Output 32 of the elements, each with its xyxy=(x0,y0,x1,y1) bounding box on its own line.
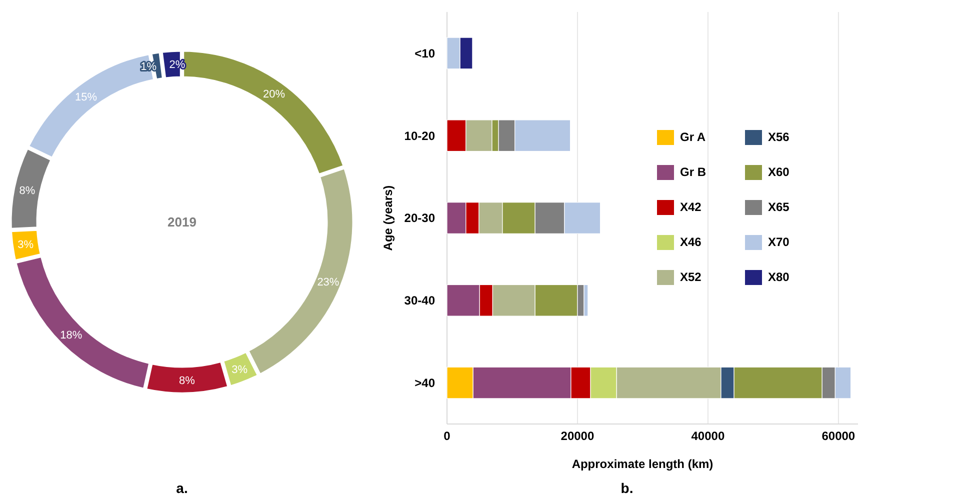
data-label: 18% xyxy=(60,329,82,342)
data-label: 8% xyxy=(178,374,196,387)
legend-label: X60 xyxy=(768,165,790,180)
legend-label: Gr A xyxy=(680,130,706,144)
legend-label: X52 xyxy=(680,270,702,284)
data-label: 3% xyxy=(232,364,248,376)
y-tick-label: 10-20 xyxy=(404,128,436,143)
y-tick-label: 30-40 xyxy=(404,294,436,308)
data-label: 15% xyxy=(74,91,98,104)
text: a. xyxy=(176,480,188,496)
legend-label: Gr B xyxy=(680,165,706,180)
legend-label: X80 xyxy=(768,270,790,284)
y-tick-label: <10 xyxy=(414,46,436,60)
x-tick-label: 0 xyxy=(444,429,451,443)
text: b. xyxy=(620,480,634,496)
legend-label: X56 xyxy=(768,130,790,144)
data-label: 3% xyxy=(18,238,34,251)
legend-label: X42 xyxy=(680,200,702,214)
y-tick-label: 20-30 xyxy=(404,211,436,226)
y-axis-title: Age (years) xyxy=(381,185,395,251)
y-tick-label: >40 xyxy=(414,376,436,390)
data-label: 20% xyxy=(263,88,286,100)
x-tick-label: 20000 xyxy=(560,429,594,443)
legend-label: X70 xyxy=(768,235,790,250)
legend-label: X46 xyxy=(680,235,702,250)
data-label: 8% xyxy=(19,185,36,198)
legend-label: X65 xyxy=(768,200,790,214)
x-tick-label: 40000 xyxy=(691,429,725,443)
data-label: 23% xyxy=(317,276,340,289)
text: 2019 xyxy=(168,214,196,230)
x-axis-title: Approximate length (km) xyxy=(572,457,714,471)
x-tick-label: 60000 xyxy=(822,429,856,443)
